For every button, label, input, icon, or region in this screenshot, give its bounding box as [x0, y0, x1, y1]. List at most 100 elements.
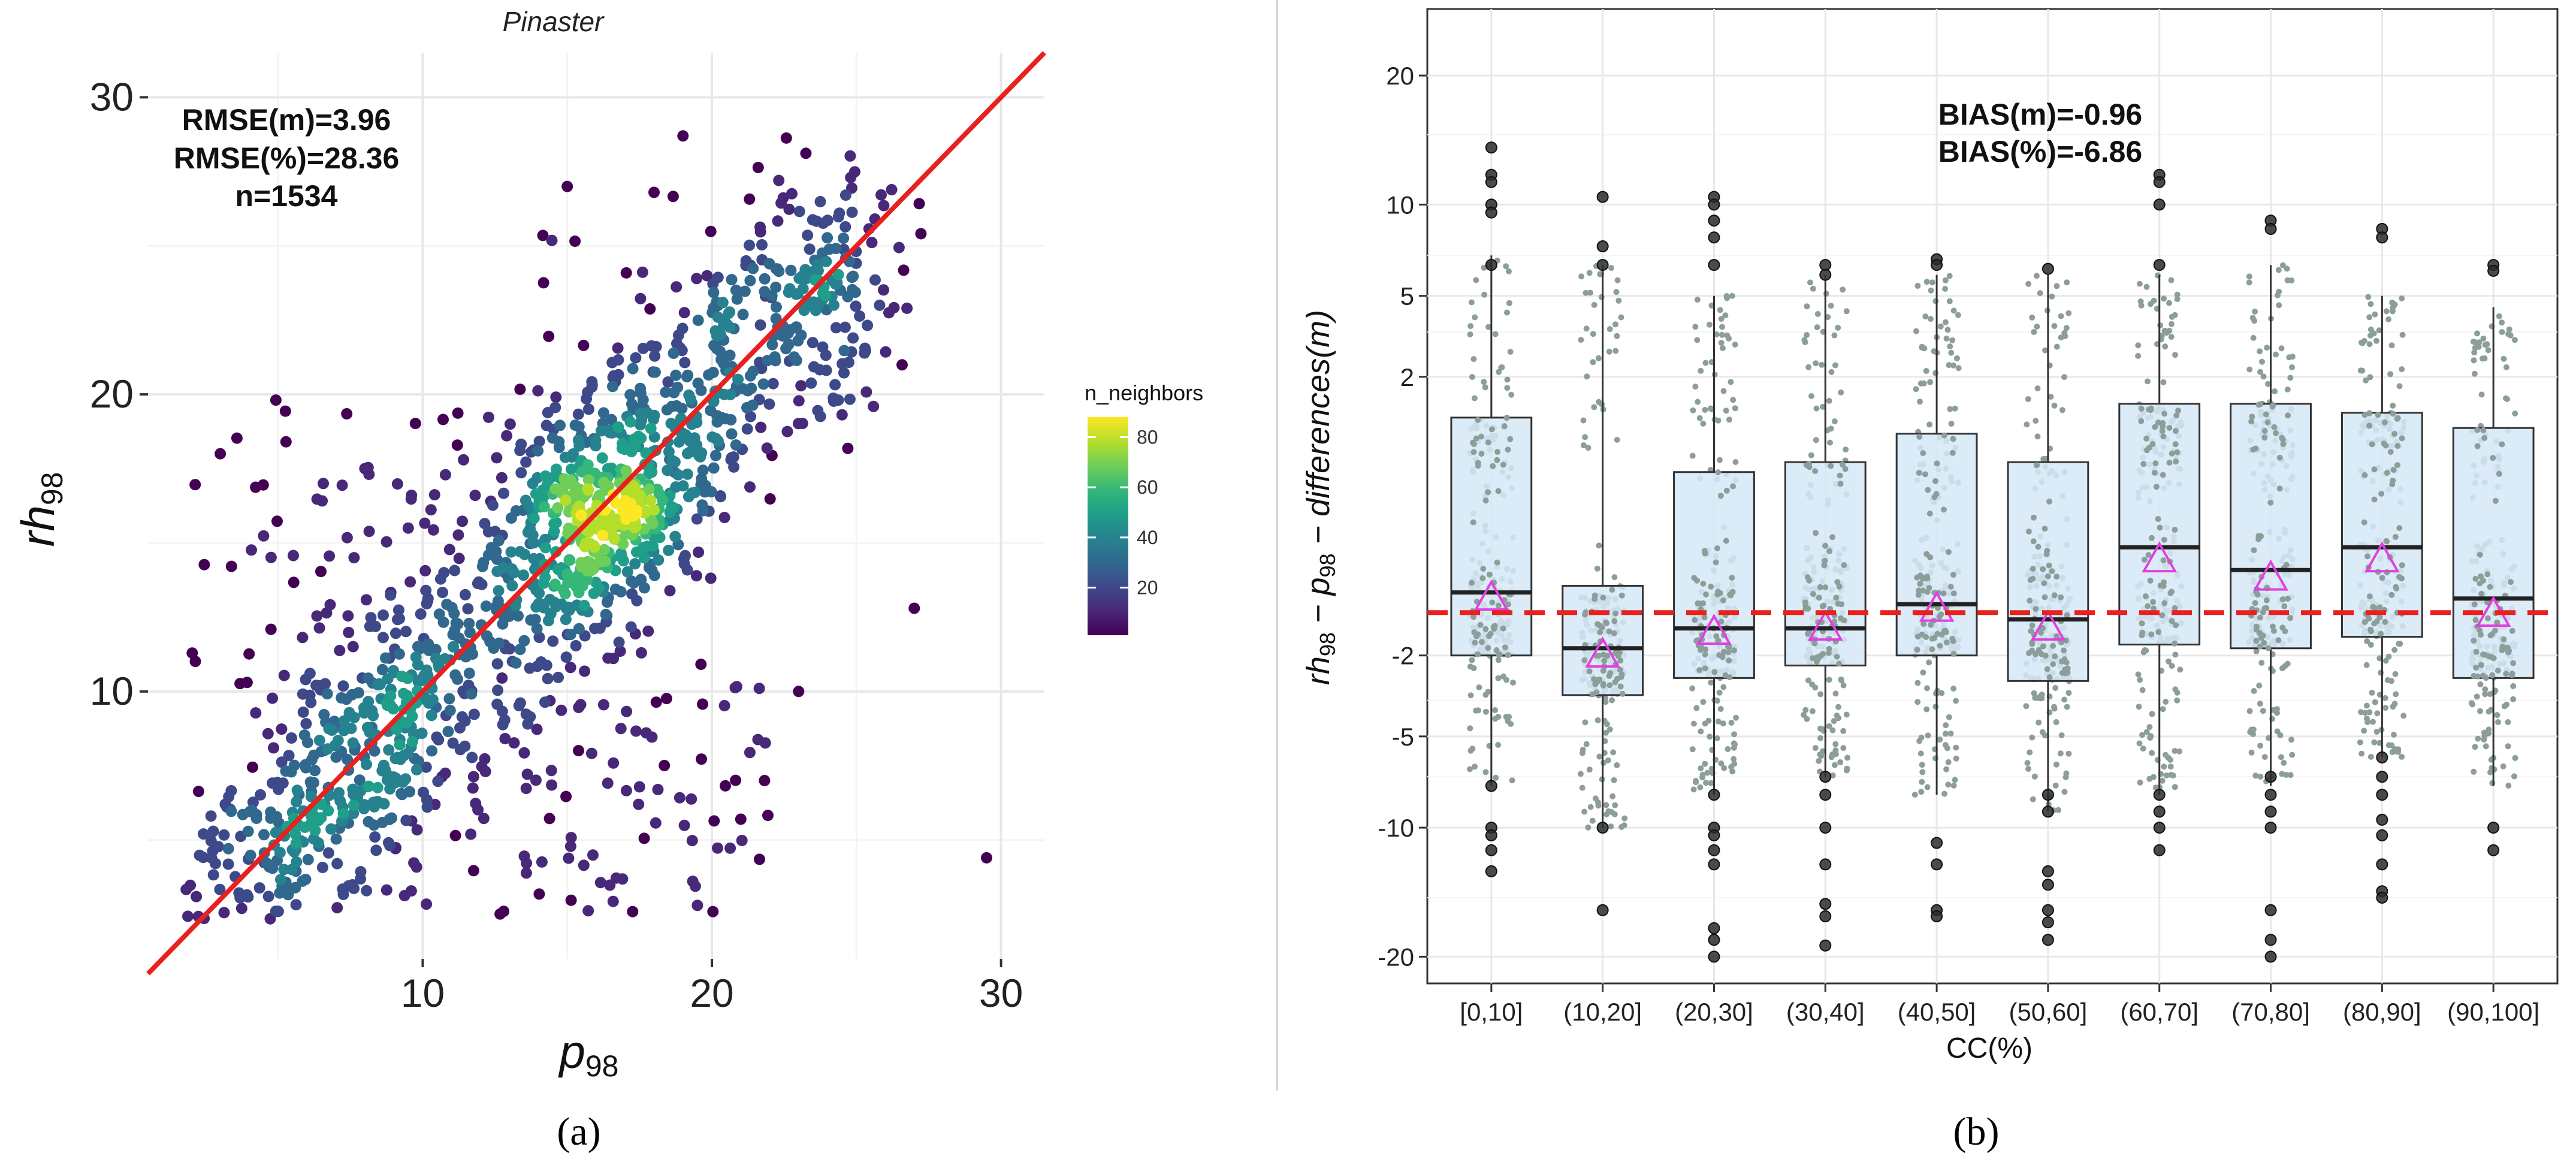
scatter-point: [651, 484, 663, 496]
jitter-point: [1932, 704, 1939, 710]
jitter-point-over: [2473, 665, 2479, 671]
scatter-point: [893, 242, 905, 253]
y-tick-label: -2: [1392, 642, 1414, 670]
scatter-point: [638, 542, 650, 553]
jitter-point-over: [1819, 603, 1826, 609]
scatter-point: [786, 188, 798, 200]
jitter-point-over: [1810, 591, 1816, 597]
jitter-point: [1724, 332, 1731, 339]
scatter-point: [505, 512, 517, 524]
jitter-point-over: [2495, 667, 2501, 674]
identity-line: [146, 51, 1046, 976]
jitter-point: [2281, 759, 2287, 766]
scatter-point: [667, 191, 679, 203]
jitter-point: [1825, 314, 1831, 321]
jitter-point-over: [2040, 566, 2046, 572]
jitter-point-over: [1926, 511, 1933, 517]
scatter-point: [718, 512, 730, 523]
jitter-point: [1621, 815, 1628, 822]
jitter-point: [1831, 418, 1838, 425]
jitter-point-over: [1591, 676, 1597, 683]
jitter-point-over: [2138, 406, 2145, 412]
jitter-point-over: [1916, 587, 1922, 594]
jitter-point: [1805, 677, 1811, 684]
y-tick-label: 5: [1400, 282, 1414, 310]
panel-a-identity-line: [146, 51, 1046, 976]
legend-tick-label: 20: [1137, 577, 1158, 599]
scatter-point: [691, 900, 703, 912]
scatter-point: [425, 504, 437, 516]
jitter-point-over: [1804, 574, 1811, 581]
jitter-point: [1835, 324, 1841, 331]
jitter-point: [1481, 379, 1487, 385]
scatter-point: [400, 814, 412, 826]
panel-a: Pinaster RMSE(m)=3.96 RMSE(%)=28.36 n=15…: [11, 6, 1203, 1154]
scatter-point: [396, 671, 408, 683]
jitter-point: [1730, 397, 1737, 403]
scatter-point: [579, 541, 591, 553]
scatter-point: [578, 339, 590, 351]
scatter-point: [337, 883, 349, 895]
jitter-point: [1919, 778, 1925, 785]
scatter-point: [215, 448, 227, 460]
jitter-point-over: [2175, 408, 2181, 414]
scatter-point: [291, 784, 303, 796]
jitter-point-over: [2371, 466, 2378, 473]
scatter-point: [491, 658, 503, 670]
scatter-point: [278, 669, 290, 681]
scatter-point: [510, 657, 522, 669]
scatter-point: [513, 700, 525, 711]
scatter-point: [452, 529, 464, 541]
outlier-point: [1819, 939, 1832, 952]
jitter-point-over: [2474, 673, 2481, 680]
scatter-point: [369, 831, 381, 843]
outlier-point: [1596, 822, 1609, 834]
jitter-point: [2359, 340, 2366, 346]
jitter-point: [1506, 268, 1512, 274]
jitter-point: [1919, 769, 1926, 775]
scatter-point: [359, 463, 371, 475]
jitter-point-over: [1505, 446, 1511, 453]
jitter-point-over: [2487, 584, 2493, 590]
jitter-point: [1694, 337, 1701, 343]
scatter-point: [214, 883, 226, 895]
jitter-point: [2287, 375, 2294, 381]
scatter-point: [363, 780, 375, 792]
jitter-point-over: [1950, 651, 1957, 657]
jitter-point: [1729, 768, 1736, 775]
jitter-point-over: [1822, 584, 1829, 591]
jitter-point-over: [2058, 594, 2064, 600]
jitter-point-over: [2474, 427, 2481, 433]
jitter-point: [1731, 760, 1738, 767]
rmse-m-label: RMSE(m)=3.96: [182, 103, 391, 137]
jitter-point-over: [2033, 651, 2039, 657]
jitter-point: [1472, 314, 1478, 321]
jitter-point-over: [2155, 516, 2161, 522]
scatter-point: [828, 393, 839, 404]
jitter-point-over: [2378, 490, 2385, 497]
scatter-point: [691, 416, 703, 428]
jitter-point: [2150, 774, 2157, 780]
jitter-point: [1702, 360, 1709, 366]
jitter-point-over: [2051, 592, 2058, 599]
jitter-point-over: [1718, 618, 1725, 625]
scatter-point: [274, 874, 286, 886]
scatter-point: [878, 284, 889, 296]
jitter-point-over: [2503, 671, 2509, 677]
jitter-point: [1937, 323, 1944, 330]
scatter-point: [197, 852, 209, 864]
jitter-point: [1493, 774, 1499, 781]
scatter-point: [311, 610, 323, 622]
jitter-point: [2478, 391, 2485, 398]
jitter-point-over: [1702, 651, 1708, 658]
jitter-point-over: [1485, 439, 1491, 446]
scatter-point: [838, 233, 850, 245]
jitter-point: [1814, 324, 1820, 331]
outlier-point: [2153, 805, 2166, 818]
mean-marker: [2364, 541, 2400, 573]
jitter-point-over: [2149, 440, 2156, 447]
jitter-point: [1926, 659, 1932, 666]
jitter-point: [2029, 734, 2036, 741]
jitter-point: [1693, 779, 1699, 786]
scatter-point: [496, 705, 508, 717]
